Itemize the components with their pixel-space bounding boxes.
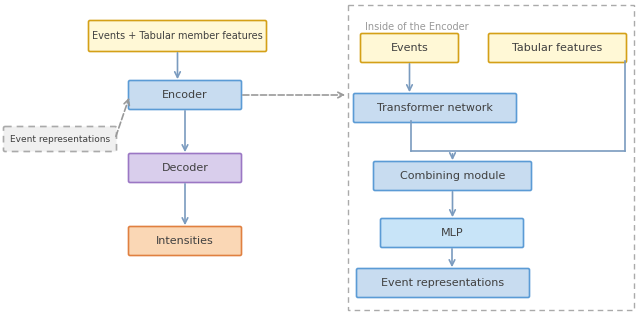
Text: Event representations: Event representations <box>381 278 504 288</box>
FancyBboxPatch shape <box>374 162 531 191</box>
Text: Encoder: Encoder <box>162 90 208 100</box>
Text: Tabular features: Tabular features <box>513 43 603 53</box>
Text: Events: Events <box>390 43 428 53</box>
FancyBboxPatch shape <box>488 33 627 62</box>
FancyBboxPatch shape <box>3 127 116 152</box>
FancyBboxPatch shape <box>356 268 529 297</box>
FancyBboxPatch shape <box>381 219 524 248</box>
FancyBboxPatch shape <box>360 33 458 62</box>
FancyBboxPatch shape <box>88 20 266 51</box>
Text: Inside of the Encoder: Inside of the Encoder <box>365 22 468 32</box>
Text: Events + Tabular member features: Events + Tabular member features <box>92 31 263 41</box>
FancyBboxPatch shape <box>353 94 516 123</box>
FancyBboxPatch shape <box>129 226 241 255</box>
Text: Intensities: Intensities <box>156 236 214 246</box>
Text: Event representations: Event representations <box>10 135 110 144</box>
Text: MLP: MLP <box>441 228 463 238</box>
FancyBboxPatch shape <box>129 153 241 182</box>
FancyBboxPatch shape <box>129 81 241 110</box>
Text: Transformer network: Transformer network <box>377 103 493 113</box>
Text: Decoder: Decoder <box>161 163 209 173</box>
Text: Combining module: Combining module <box>400 171 505 181</box>
